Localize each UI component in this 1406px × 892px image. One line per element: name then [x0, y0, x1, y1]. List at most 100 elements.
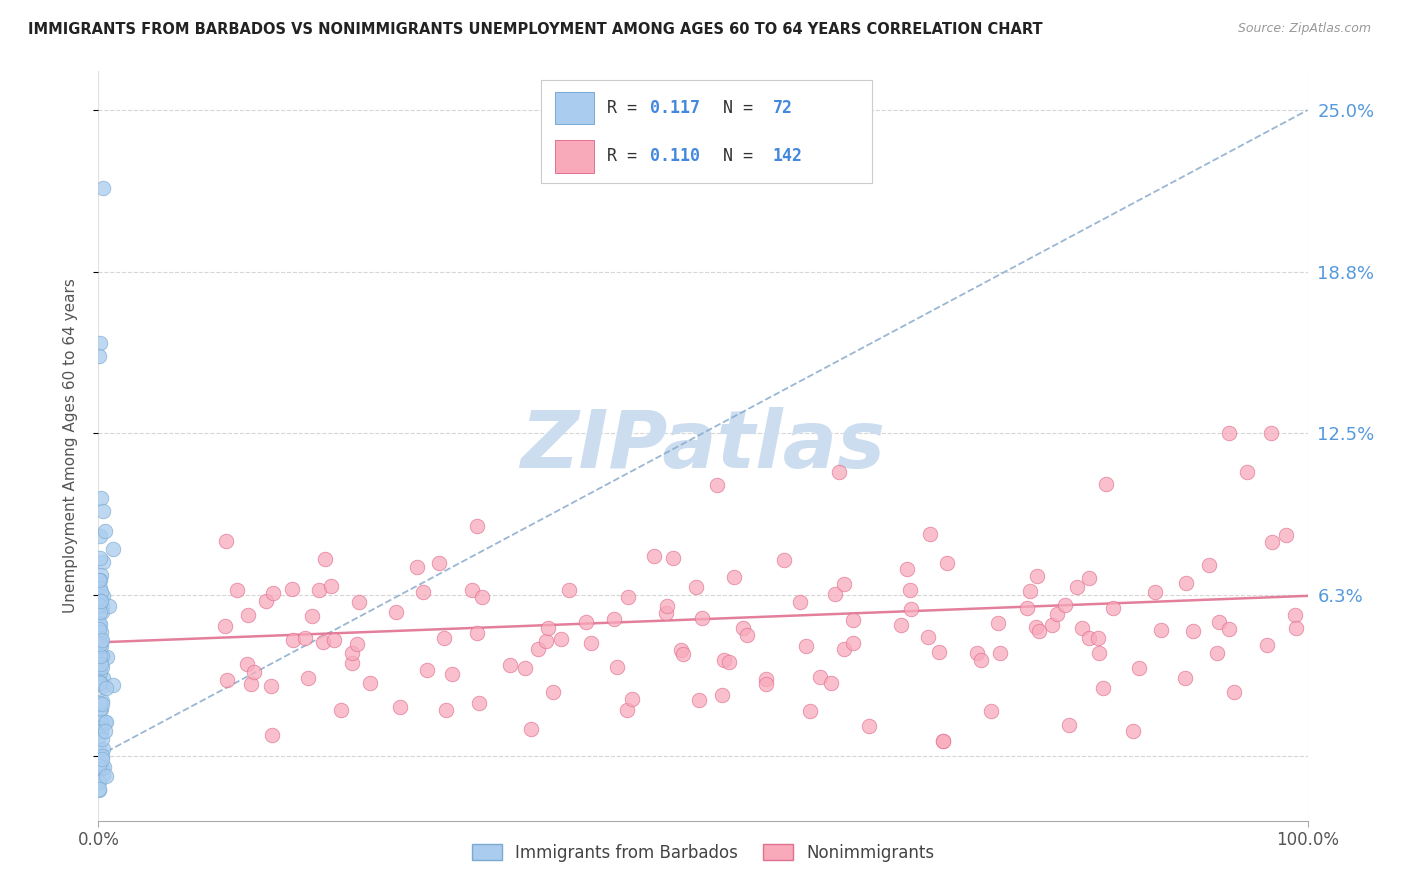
Point — [1040, 618, 1063, 632]
Point — [225, 582, 247, 597]
Point — [1087, 646, 1109, 660]
Point — [858, 719, 880, 733]
Point — [349, 595, 371, 609]
Point — [898, 583, 921, 598]
Point — [581, 635, 603, 649]
Point — [441, 667, 464, 681]
Point — [90, 660, 112, 674]
Text: R =: R = — [607, 99, 647, 117]
Point — [89, 529, 111, 543]
Point — [89, 637, 111, 651]
Point — [90, 701, 112, 715]
Point — [236, 657, 259, 671]
Point — [1026, 568, 1049, 582]
Point — [1275, 528, 1298, 542]
Point — [1206, 646, 1229, 660]
Point — [520, 722, 543, 736]
Point — [558, 583, 581, 598]
Point — [323, 633, 346, 648]
Point — [980, 705, 1002, 719]
Point — [89, 755, 111, 769]
Point — [917, 630, 939, 644]
Point — [90, 594, 112, 608]
Point — [467, 696, 489, 710]
Point — [87, 573, 110, 587]
Point — [89, 616, 111, 631]
Point — [89, 774, 111, 789]
Point — [900, 601, 922, 615]
Point — [94, 714, 117, 729]
Point — [89, 335, 111, 350]
Point — [1150, 624, 1173, 638]
Point — [461, 583, 484, 598]
Point — [1284, 608, 1306, 623]
Point — [90, 639, 112, 653]
Point — [536, 634, 558, 648]
Point — [94, 715, 117, 730]
Point — [340, 656, 363, 670]
Point — [808, 670, 831, 684]
Point — [94, 681, 117, 695]
Point — [1122, 723, 1144, 738]
Point — [799, 704, 821, 718]
Point — [731, 621, 754, 635]
Point — [314, 552, 336, 566]
Point — [90, 657, 112, 671]
Y-axis label: Unemployment Among Ages 60 to 64 years: Unemployment Among Ages 60 to 64 years — [63, 278, 77, 614]
Point — [301, 609, 323, 624]
Point — [465, 519, 488, 533]
Point — [688, 693, 710, 707]
Point — [434, 703, 457, 717]
Point — [1095, 477, 1118, 491]
Point — [932, 734, 955, 748]
Point — [1077, 571, 1099, 585]
Point — [384, 605, 406, 619]
Point — [91, 589, 114, 603]
Point — [416, 663, 439, 677]
Point — [89, 702, 111, 716]
Text: ZIPatlas: ZIPatlas — [520, 407, 886, 485]
Point — [1182, 624, 1205, 638]
Point — [412, 585, 434, 599]
Point — [685, 580, 707, 594]
Point — [1128, 661, 1150, 675]
Point — [1236, 465, 1258, 479]
Point — [90, 761, 112, 775]
Point — [346, 637, 368, 651]
Point — [93, 760, 115, 774]
Point — [90, 632, 112, 647]
Point — [575, 615, 598, 629]
Point — [90, 724, 112, 739]
Point — [690, 610, 713, 624]
Point — [1015, 601, 1038, 615]
Point — [90, 568, 112, 582]
Point — [91, 180, 114, 194]
Point — [89, 741, 111, 756]
Point — [89, 729, 111, 743]
Point — [832, 641, 855, 656]
Point — [87, 781, 110, 796]
Point — [1070, 621, 1092, 635]
Point — [990, 647, 1012, 661]
Point — [91, 599, 114, 613]
Point — [94, 524, 117, 539]
Point — [1057, 718, 1080, 732]
Point — [1174, 671, 1197, 685]
Point — [96, 650, 118, 665]
Point — [91, 503, 114, 517]
Point — [537, 622, 560, 636]
Point — [329, 703, 352, 717]
Text: N =: N = — [723, 99, 763, 117]
Text: N =: N = — [723, 147, 763, 165]
Point — [669, 643, 692, 657]
Point — [281, 582, 304, 597]
Legend: Immigrants from Barbados, Nonimmigrants: Immigrants from Barbados, Nonimmigrants — [465, 838, 941, 869]
Point — [89, 721, 111, 735]
Point — [297, 671, 319, 685]
Point — [87, 598, 110, 612]
Point — [966, 647, 988, 661]
Point — [1066, 580, 1088, 594]
Point — [1222, 685, 1244, 699]
Point — [1285, 621, 1308, 635]
Bar — [554, 140, 595, 173]
